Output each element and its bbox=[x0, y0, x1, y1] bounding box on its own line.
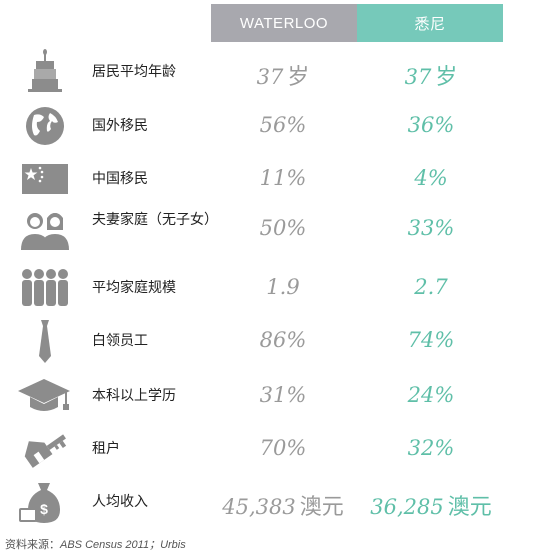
waterloo-value: 45,383 澳元 bbox=[208, 489, 358, 521]
waterloo-value-number: 11% bbox=[259, 166, 307, 190]
table-row: 租户 70% 32% bbox=[0, 423, 547, 475]
source-text: ABS Census 2011；Urbis bbox=[60, 539, 186, 551]
waterloo-value: 70% bbox=[208, 436, 358, 460]
necktie-icon bbox=[14, 318, 74, 364]
waterloo-column-header: WATERLOO bbox=[211, 4, 357, 42]
globe-icon bbox=[14, 103, 74, 149]
table-row: 国外移民 56% 36% bbox=[0, 100, 547, 152]
waterloo-value: 86% bbox=[208, 328, 358, 352]
family-group-icon bbox=[14, 265, 74, 311]
sydney-value: 36,285 澳元 bbox=[356, 489, 506, 521]
waterloo-value-number: 70% bbox=[259, 436, 307, 460]
row-label: 租户 bbox=[92, 441, 120, 457]
table-row: 本科以上学历 31% 24% bbox=[0, 370, 547, 422]
table-row: 中国移民 11% 4% bbox=[0, 153, 547, 205]
waterloo-value: 56% bbox=[208, 113, 358, 137]
sydney-value-number: 33% bbox=[407, 216, 455, 240]
table-row: 平均家庭规模 1.9 2.7 bbox=[0, 262, 547, 314]
sydney-value-number: 74% bbox=[407, 328, 455, 352]
sydney-value-unit: 岁 bbox=[435, 65, 458, 90]
row-label: 平均家庭规模 bbox=[92, 280, 176, 296]
waterloo-value: 1.9 bbox=[208, 275, 358, 299]
waterloo-value-number: 1.9 bbox=[266, 275, 300, 299]
sydney-value-number: 36,285 bbox=[370, 495, 444, 519]
table-row: 白领员工 86% 74% bbox=[0, 315, 547, 367]
sydney-value-number: 37 bbox=[404, 65, 432, 89]
china-flag-icon bbox=[14, 156, 74, 202]
sydney-value: 4% bbox=[356, 166, 506, 190]
birthday-cake-icon bbox=[14, 49, 74, 95]
house-key-icon bbox=[14, 426, 74, 472]
sydney-value-unit: 澳元 bbox=[447, 495, 492, 520]
table-row: 居民平均年龄 37 岁 37 岁 bbox=[0, 46, 547, 98]
sydney-value: 24% bbox=[356, 383, 506, 407]
sydney-value: 36% bbox=[356, 113, 506, 137]
row-label: 中国移民 bbox=[92, 171, 148, 187]
table-row: 夫妻家庭（无子女） 50% 33% bbox=[0, 203, 547, 255]
sydney-value: 33% bbox=[356, 216, 506, 240]
table-row: $ 人均收入 45,383 澳元 36,285 澳元 bbox=[0, 476, 547, 528]
row-label: 白领员工 bbox=[92, 333, 148, 349]
sydney-value-number: 2.7 bbox=[414, 275, 448, 299]
sydney-value-number: 4% bbox=[414, 166, 448, 190]
row-label: 国外移民 bbox=[92, 118, 148, 134]
waterloo-value-unit: 岁 bbox=[287, 65, 310, 90]
waterloo-value-unit: 澳元 bbox=[299, 495, 344, 520]
waterloo-value-number: 50% bbox=[259, 216, 307, 240]
sydney-value-number: 24% bbox=[407, 383, 455, 407]
row-label: 夫妻家庭（无子女） bbox=[92, 212, 218, 228]
money-bag-icon: $ bbox=[14, 479, 74, 525]
graduation-cap-icon bbox=[14, 373, 74, 419]
waterloo-value-number: 56% bbox=[259, 113, 307, 137]
waterloo-value: 37 岁 bbox=[208, 59, 358, 91]
waterloo-value-number: 31% bbox=[259, 383, 307, 407]
waterloo-value: 11% bbox=[208, 166, 358, 190]
svg-text:$: $ bbox=[40, 501, 48, 517]
row-label: 本科以上学历 bbox=[92, 388, 176, 404]
row-label: 人均收入 bbox=[92, 494, 148, 510]
sydney-column-header: 悉尼 bbox=[357, 4, 503, 42]
waterloo-value-number: 45,383 bbox=[222, 495, 296, 519]
sydney-value-number: 32% bbox=[407, 436, 455, 460]
source-note: 资料来源：ABS Census 2011；Urbis bbox=[5, 536, 186, 552]
source-prefix: 资料来源： bbox=[5, 539, 60, 551]
waterloo-value: 50% bbox=[208, 216, 358, 240]
sydney-value: 37 岁 bbox=[356, 59, 506, 91]
waterloo-value: 31% bbox=[208, 383, 358, 407]
sydney-value: 2.7 bbox=[356, 275, 506, 299]
couple-icon bbox=[14, 206, 74, 252]
sydney-value-number: 36% bbox=[407, 113, 455, 137]
waterloo-value-number: 37 bbox=[256, 65, 284, 89]
sydney-value: 74% bbox=[356, 328, 506, 352]
row-label: 居民平均年龄 bbox=[92, 64, 176, 80]
waterloo-value-number: 86% bbox=[259, 328, 307, 352]
sydney-value: 32% bbox=[356, 436, 506, 460]
